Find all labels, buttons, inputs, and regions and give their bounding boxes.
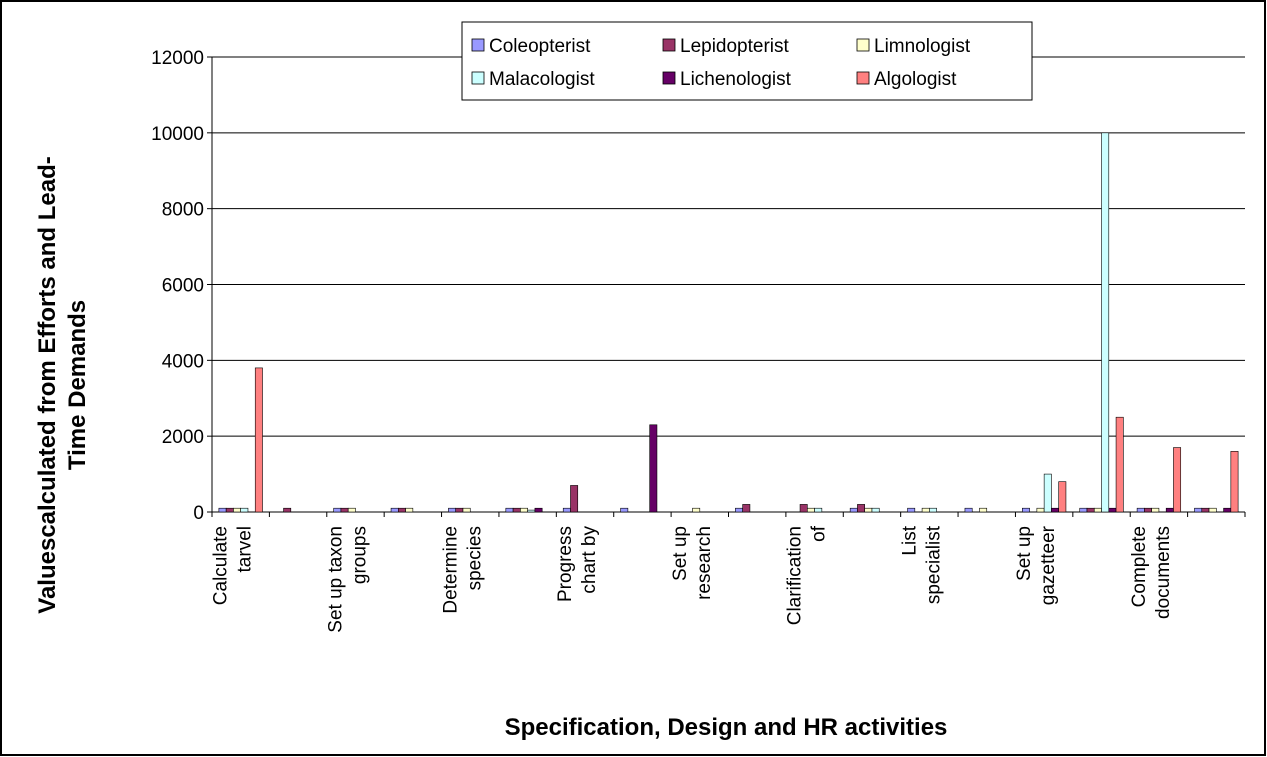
y-tick-label: 2000	[162, 427, 204, 448]
bar	[505, 507, 514, 513]
bar	[570, 485, 579, 513]
bar	[448, 507, 457, 513]
bar	[1036, 507, 1045, 513]
y-tick-label: 4000	[162, 351, 204, 372]
legend-swatch	[662, 38, 676, 52]
x-tick-label: List specialist	[899, 525, 944, 604]
bar	[1230, 451, 1239, 513]
bar	[807, 507, 815, 513]
bar	[405, 507, 414, 513]
bar	[1101, 132, 1110, 513]
legend-swatch	[662, 71, 676, 85]
legend-label: Lepidopterist	[680, 36, 790, 57]
bar	[455, 507, 464, 513]
bar	[1136, 507, 1145, 513]
bar	[462, 507, 471, 513]
bar	[240, 507, 249, 513]
bar	[1093, 507, 1102, 513]
bar	[979, 507, 988, 513]
bar	[692, 507, 701, 513]
bar	[849, 507, 858, 513]
x-axis-title: Specification, Design and HR activities	[505, 714, 948, 741]
bar	[1165, 507, 1174, 513]
bar	[283, 507, 292, 513]
bar	[814, 507, 823, 513]
legend-label: Lichenologist	[680, 69, 792, 90]
x-tick-label: Progress chart by	[555, 526, 600, 603]
bar	[1144, 507, 1152, 513]
legend-swatch	[471, 38, 485, 52]
bar	[799, 504, 808, 513]
bar	[1173, 447, 1182, 513]
legend-swatch	[471, 71, 485, 85]
bar	[649, 424, 658, 513]
bar	[218, 507, 227, 513]
bar	[1043, 473, 1052, 513]
y-tick-label: 0	[193, 503, 204, 524]
bar	[620, 507, 629, 513]
bar	[929, 507, 937, 513]
legend-box	[461, 21, 1033, 101]
bar	[907, 507, 916, 513]
y-tick-label: 12000	[151, 48, 204, 69]
y-axis-title: Valuescalculated from Efforts and Lead- T…	[34, 156, 91, 613]
bar	[857, 504, 866, 513]
bar	[534, 507, 543, 513]
bar	[964, 507, 973, 513]
bar	[562, 507, 571, 513]
bar	[340, 507, 349, 513]
bar	[398, 507, 406, 513]
bar	[1086, 507, 1095, 513]
bar	[390, 507, 399, 513]
legend: Coleopterist Lepidopterist Limnologist Mala…	[461, 21, 1033, 101]
bar	[1079, 507, 1088, 513]
x-tick-label: Set up research	[670, 526, 715, 600]
bar	[1208, 507, 1217, 513]
bar	[1223, 507, 1232, 513]
x-tick-label: Calculate tarvel	[211, 526, 256, 605]
x-tick-label: Complete documents	[1129, 526, 1174, 619]
bar	[742, 504, 751, 513]
legend-label: Coleopterist	[489, 36, 591, 57]
x-tick-label: Clarification of	[785, 525, 830, 625]
y-tick-label: 6000	[162, 276, 204, 297]
bar	[225, 507, 234, 513]
bar	[1108, 507, 1117, 513]
x-tick-label: Set up taxon groups	[325, 526, 370, 633]
bar	[233, 507, 241, 513]
bar	[735, 507, 743, 513]
bar	[1051, 507, 1059, 513]
bar	[254, 367, 263, 513]
bar	[1194, 507, 1203, 513]
bar	[1151, 507, 1160, 513]
legend-swatch	[856, 71, 870, 85]
bar	[347, 507, 356, 513]
bar	[1022, 507, 1030, 513]
bar	[871, 507, 880, 513]
legend-label: Malacologist	[489, 69, 595, 90]
legend-label: Limnologist	[874, 36, 971, 57]
bar	[1058, 481, 1067, 513]
y-tick-label: 10000	[151, 124, 204, 145]
bar	[1115, 416, 1124, 513]
bar	[520, 507, 528, 513]
bar	[864, 507, 873, 513]
bar	[1201, 507, 1210, 513]
legend-label: Algologist	[874, 69, 957, 90]
legend-swatch	[856, 38, 870, 52]
x-tick-label: Set up gazetteer	[1014, 525, 1059, 605]
bar	[333, 507, 342, 513]
bar	[512, 507, 521, 513]
bar	[921, 507, 930, 513]
bar	[527, 509, 536, 513]
x-tick-label: Determine species	[440, 526, 485, 614]
y-tick-label: 8000	[162, 200, 204, 221]
